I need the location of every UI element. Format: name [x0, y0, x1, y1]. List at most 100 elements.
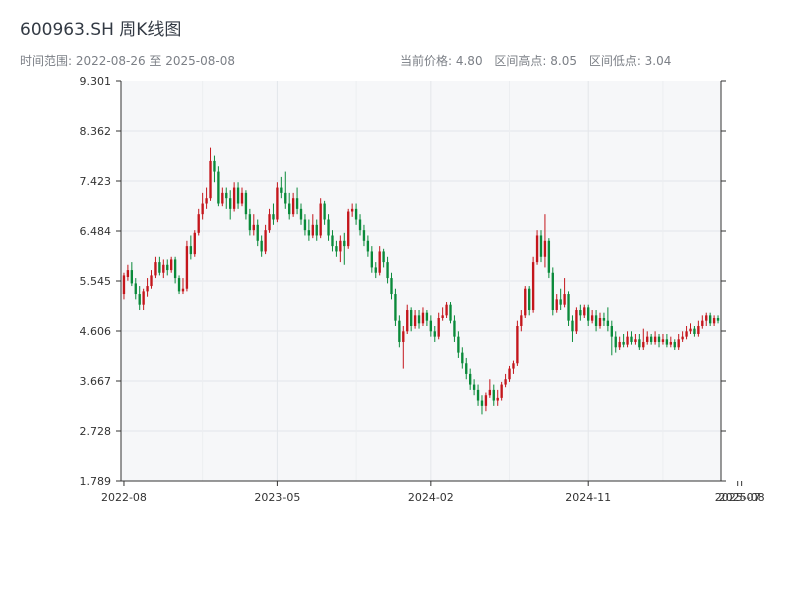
candle-body	[693, 328, 696, 334]
candle	[386, 256, 389, 284]
candle	[370, 246, 374, 273]
candle	[441, 307, 444, 321]
candle-body	[323, 203, 326, 220]
y-tick-label: 3.667	[80, 375, 112, 388]
candle	[409, 307, 413, 332]
candle	[433, 325, 436, 342]
candle	[413, 310, 417, 329]
candle-body	[555, 299, 558, 311]
candle	[697, 320, 700, 337]
candle-body	[669, 341, 673, 345]
x-ticks-group: 2022-08 2023-05 2024-02 2024-11 2025-072025-…	[101, 481, 765, 504]
candle-body	[547, 240, 551, 273]
candle	[366, 235, 370, 257]
candle-body	[189, 246, 193, 255]
candle-body	[225, 192, 228, 199]
candle	[539, 230, 543, 263]
candle	[453, 315, 456, 342]
candle-body	[311, 224, 314, 236]
candle-body	[343, 240, 346, 247]
y-tick-label: 2.728	[80, 425, 112, 438]
candle	[449, 302, 452, 324]
candle-body	[339, 240, 342, 252]
candle-body	[406, 310, 409, 332]
candle	[661, 333, 665, 345]
candle-body	[697, 325, 700, 334]
x-tick-label: 2022-08	[101, 491, 147, 504]
candle	[496, 389, 499, 406]
candle	[205, 187, 208, 209]
candle	[531, 256, 535, 313]
candle	[130, 262, 134, 287]
y-tick-label: 6.484	[80, 225, 112, 238]
candle	[280, 176, 283, 199]
candle-body	[583, 307, 586, 316]
candle	[146, 278, 149, 297]
candle-body	[201, 203, 204, 215]
candle	[716, 315, 720, 324]
candle	[189, 235, 193, 260]
candle-body	[646, 336, 649, 342]
candle-body	[417, 315, 421, 324]
candle-body	[390, 278, 393, 295]
candle-body	[142, 291, 145, 305]
candle	[402, 325, 405, 369]
candle	[166, 259, 169, 276]
candle-body	[559, 299, 562, 305]
candle	[606, 307, 610, 332]
candle-body	[122, 275, 126, 295]
candle	[468, 368, 472, 390]
candle-body	[347, 211, 350, 247]
candle-body	[291, 198, 295, 215]
candle-body	[130, 270, 134, 284]
candle	[244, 190, 248, 220]
candle	[362, 224, 366, 247]
candle	[524, 286, 527, 319]
candle-body	[402, 331, 405, 342]
candle	[602, 312, 606, 326]
candle	[622, 333, 625, 348]
x-tick-label: 2023-05	[254, 491, 300, 504]
candle	[382, 248, 385, 268]
candle	[291, 192, 295, 217]
range-low-text: 区间低点: 3.04	[588, 54, 672, 68]
candle-body	[528, 288, 531, 311]
candle	[653, 331, 657, 345]
candle-body	[461, 352, 464, 364]
candle-body	[476, 389, 480, 401]
candle	[630, 331, 633, 345]
candle-body	[138, 294, 141, 305]
candle-body	[134, 283, 137, 295]
candle-body	[433, 331, 436, 337]
candle-body	[705, 315, 708, 321]
candle	[378, 246, 381, 276]
candle	[374, 262, 377, 279]
candle	[142, 288, 145, 311]
candle-body	[252, 224, 255, 231]
candle	[638, 333, 641, 350]
y-tick-label: 8.362	[80, 125, 112, 138]
candle-body	[378, 251, 381, 273]
candle	[579, 304, 582, 321]
candle-body	[520, 315, 523, 326]
candle	[323, 200, 326, 225]
candle-body	[288, 203, 291, 215]
grid-lines	[121, 81, 721, 481]
candle-body	[209, 160, 212, 199]
range-high-text: 区间高点: 8.05	[494, 54, 577, 68]
candle-body	[382, 251, 385, 263]
candle-body	[579, 310, 582, 316]
candle-body	[606, 320, 610, 326]
candle	[260, 235, 263, 257]
candle-body	[327, 219, 330, 236]
candle	[193, 230, 196, 257]
candle-body	[567, 294, 570, 321]
candle	[417, 310, 421, 329]
candle	[575, 307, 578, 334]
candle-body	[213, 160, 216, 172]
candle-body	[409, 310, 413, 326]
candle-body	[649, 336, 653, 342]
y-tick-label: 9.301	[80, 75, 112, 88]
candle	[445, 302, 448, 319]
candle	[543, 214, 547, 268]
